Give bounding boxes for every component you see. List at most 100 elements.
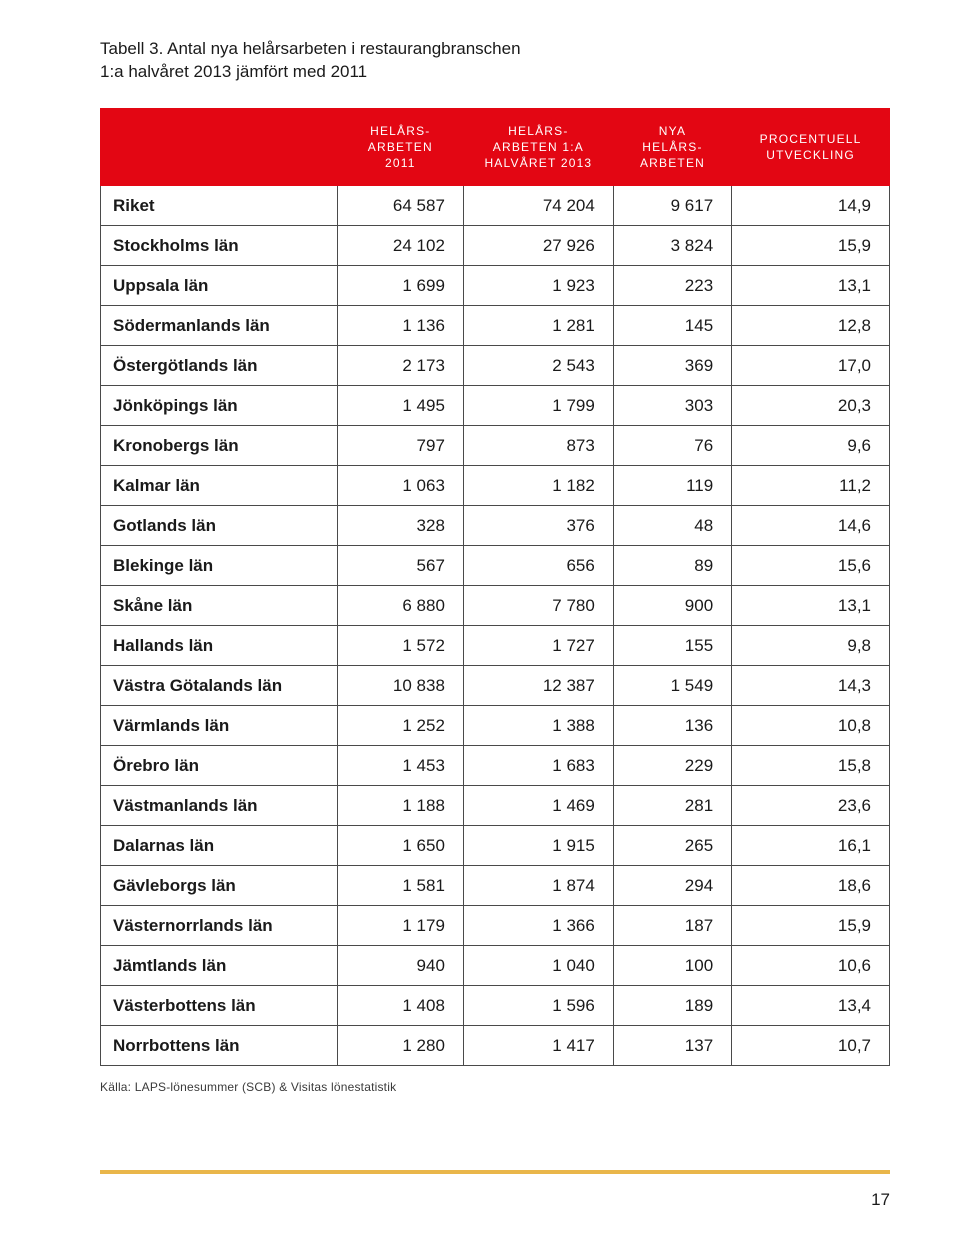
table-row: Dalarnas län1 6501 91526516,1 xyxy=(101,826,890,866)
accent-bar xyxy=(100,1170,890,1174)
row-value-4: 15,9 xyxy=(732,906,890,946)
caption-line-2: 1:a halvåret 2013 jämfört med 2011 xyxy=(100,62,367,81)
table-row: Stockholms län24 10227 9263 82415,9 xyxy=(101,226,890,266)
row-value-2: 1 915 xyxy=(463,826,613,866)
row-value-4: 12,8 xyxy=(732,306,890,346)
row-value-3: 1 549 xyxy=(613,666,731,706)
header-col-blank xyxy=(101,108,338,186)
row-value-1: 1 063 xyxy=(337,466,463,506)
row-value-1: 1 581 xyxy=(337,866,463,906)
row-value-3: 119 xyxy=(613,466,731,506)
row-value-3: 9 617 xyxy=(613,186,731,226)
table-row: Värmlands län1 2521 38813610,8 xyxy=(101,706,890,746)
header-row: HELÅRS-ARBETEN2011 HELÅRS-ARBETEN 1:AHAL… xyxy=(101,108,890,186)
table-row: Västerbottens län1 4081 59618913,4 xyxy=(101,986,890,1026)
row-value-4: 14,6 xyxy=(732,506,890,546)
row-value-3: 145 xyxy=(613,306,731,346)
row-label: Uppsala län xyxy=(101,266,338,306)
row-value-1: 1 650 xyxy=(337,826,463,866)
row-value-2: 1 281 xyxy=(463,306,613,346)
row-value-4: 10,8 xyxy=(732,706,890,746)
row-value-3: 137 xyxy=(613,1026,731,1066)
row-value-3: 155 xyxy=(613,626,731,666)
table-row: Södermanlands län1 1361 28114512,8 xyxy=(101,306,890,346)
row-value-3: 100 xyxy=(613,946,731,986)
caption-line-1: Tabell 3. Antal nya helårsarbeten i rest… xyxy=(100,39,521,58)
table-row: Uppsala län1 6991 92322313,1 xyxy=(101,266,890,306)
row-value-2: 1 727 xyxy=(463,626,613,666)
data-table: HELÅRS-ARBETEN2011 HELÅRS-ARBETEN 1:AHAL… xyxy=(100,108,890,1067)
row-value-2: 1 683 xyxy=(463,746,613,786)
row-value-1: 24 102 xyxy=(337,226,463,266)
row-label: Jämtlands län xyxy=(101,946,338,986)
row-value-1: 10 838 xyxy=(337,666,463,706)
header-col-1: HELÅRS-ARBETEN2011 xyxy=(337,108,463,186)
row-value-4: 13,4 xyxy=(732,986,890,1026)
row-value-1: 567 xyxy=(337,546,463,586)
row-value-1: 1 280 xyxy=(337,1026,463,1066)
row-value-1: 6 880 xyxy=(337,586,463,626)
header-col-2: HELÅRS-ARBETEN 1:AHALVÅRET 2013 xyxy=(463,108,613,186)
page-number: 17 xyxy=(871,1190,890,1210)
row-value-3: 187 xyxy=(613,906,731,946)
row-value-2: 376 xyxy=(463,506,613,546)
row-value-3: 3 824 xyxy=(613,226,731,266)
row-value-2: 1 182 xyxy=(463,466,613,506)
row-value-4: 15,8 xyxy=(732,746,890,786)
row-value-1: 1 252 xyxy=(337,706,463,746)
row-value-3: 265 xyxy=(613,826,731,866)
row-label: Jönköpings län xyxy=(101,386,338,426)
row-label: Skåne län xyxy=(101,586,338,626)
row-value-4: 14,3 xyxy=(732,666,890,706)
table-row: Gävleborgs län1 5811 87429418,6 xyxy=(101,866,890,906)
table-row: Skåne län6 8807 78090013,1 xyxy=(101,586,890,626)
row-label: Kronobergs län xyxy=(101,426,338,466)
table-caption: Tabell 3. Antal nya helårsarbeten i rest… xyxy=(100,38,890,84)
row-value-4: 17,0 xyxy=(732,346,890,386)
table-row: Blekinge län5676568915,6 xyxy=(101,546,890,586)
row-value-3: 136 xyxy=(613,706,731,746)
table-header: HELÅRS-ARBETEN2011 HELÅRS-ARBETEN 1:AHAL… xyxy=(101,108,890,186)
row-value-2: 7 780 xyxy=(463,586,613,626)
row-value-1: 1 136 xyxy=(337,306,463,346)
row-value-4: 20,3 xyxy=(732,386,890,426)
row-value-1: 1 495 xyxy=(337,386,463,426)
table-row: Gotlands län3283764814,6 xyxy=(101,506,890,546)
row-value-3: 229 xyxy=(613,746,731,786)
row-value-2: 1 596 xyxy=(463,986,613,1026)
row-value-2: 1 388 xyxy=(463,706,613,746)
table-row: Kronobergs län797873769,6 xyxy=(101,426,890,466)
row-value-3: 900 xyxy=(613,586,731,626)
row-value-4: 18,6 xyxy=(732,866,890,906)
table-row: Västernorrlands län1 1791 36618715,9 xyxy=(101,906,890,946)
row-label: Södermanlands län xyxy=(101,306,338,346)
table-row: Örebro län1 4531 68322915,8 xyxy=(101,746,890,786)
page: Tabell 3. Antal nya helårsarbeten i rest… xyxy=(0,0,960,1238)
table-row: Kalmar län1 0631 18211911,2 xyxy=(101,466,890,506)
table-row: Riket64 58774 2049 61714,9 xyxy=(101,186,890,226)
row-value-2: 1 469 xyxy=(463,786,613,826)
row-value-1: 940 xyxy=(337,946,463,986)
row-value-1: 1 408 xyxy=(337,986,463,1026)
row-label: Norrbottens län xyxy=(101,1026,338,1066)
row-value-4: 15,9 xyxy=(732,226,890,266)
row-label: Västerbottens län xyxy=(101,986,338,1026)
table-row: Västra Götalands län10 83812 3871 54914,… xyxy=(101,666,890,706)
row-value-4: 14,9 xyxy=(732,186,890,226)
row-value-2: 1 874 xyxy=(463,866,613,906)
row-label: Östergötlands län xyxy=(101,346,338,386)
row-value-4: 13,1 xyxy=(732,266,890,306)
row-value-2: 1 366 xyxy=(463,906,613,946)
table-row: Östergötlands län2 1732 54336917,0 xyxy=(101,346,890,386)
row-value-2: 1 417 xyxy=(463,1026,613,1066)
row-label: Gotlands län xyxy=(101,506,338,546)
row-label: Västernorrlands län xyxy=(101,906,338,946)
row-value-2: 1 040 xyxy=(463,946,613,986)
table-row: Hallands län1 5721 7271559,8 xyxy=(101,626,890,666)
row-value-2: 27 926 xyxy=(463,226,613,266)
row-value-2: 1 799 xyxy=(463,386,613,426)
row-value-2: 873 xyxy=(463,426,613,466)
row-value-1: 1 179 xyxy=(337,906,463,946)
row-value-3: 294 xyxy=(613,866,731,906)
row-value-3: 76 xyxy=(613,426,731,466)
